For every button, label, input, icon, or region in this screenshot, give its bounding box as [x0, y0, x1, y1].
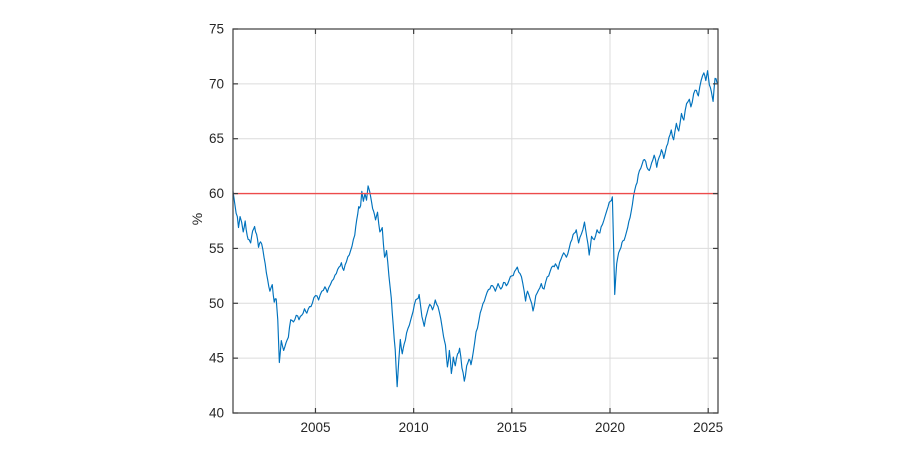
- data-series-line: [232, 70, 718, 388]
- y-tick-label: 50: [209, 296, 224, 311]
- y-tick-label: 60: [209, 186, 224, 201]
- y-axis-label: %: [189, 212, 205, 226]
- y-tick-label: 55: [209, 241, 224, 256]
- y-tick-label: 75: [209, 22, 224, 37]
- y-tick-label: 70: [209, 76, 224, 91]
- y-tick-label: 45: [209, 351, 224, 366]
- x-tick-label: 2015: [497, 420, 527, 435]
- x-tick-label: 2005: [300, 420, 330, 435]
- y-tick-label: 40: [209, 406, 224, 421]
- plot-border: [232, 28, 719, 414]
- y-tick-label: 65: [209, 131, 224, 146]
- x-tick-label: 2010: [399, 420, 429, 435]
- x-tick-label: 2020: [595, 420, 625, 435]
- x-tick-label: 2025: [693, 420, 723, 435]
